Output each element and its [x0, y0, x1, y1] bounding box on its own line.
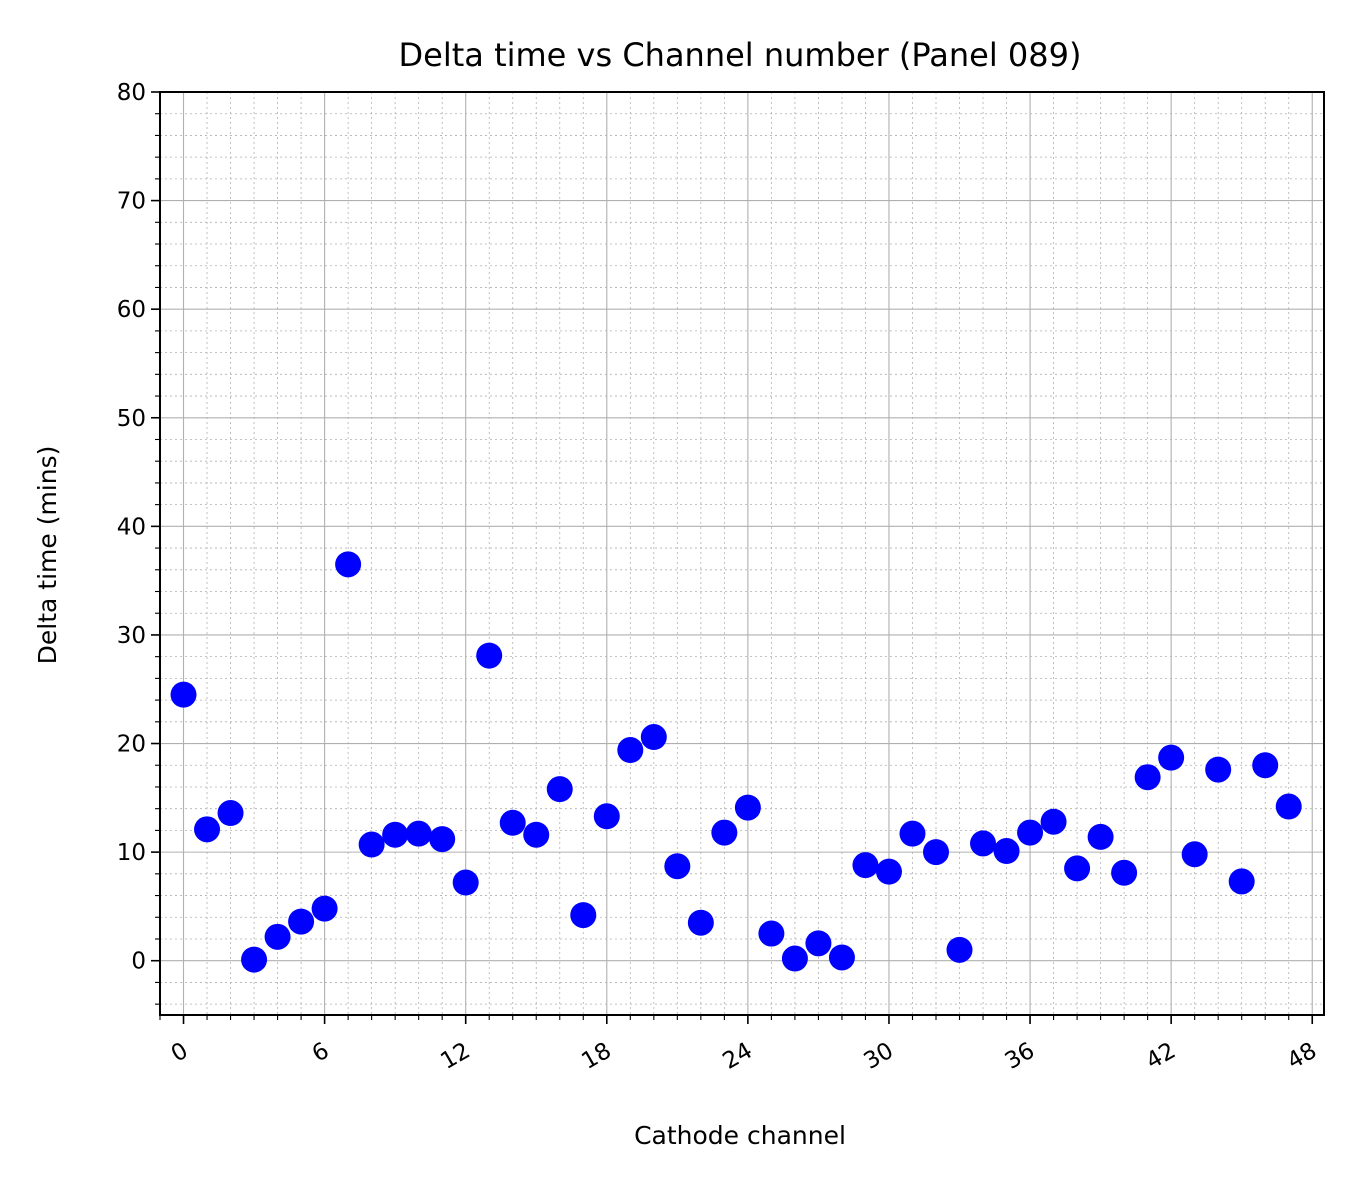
data-point [1017, 819, 1044, 846]
x-tick-label: 18 [577, 1038, 615, 1075]
data-point [687, 909, 714, 936]
data-point [899, 820, 926, 847]
data-point [311, 895, 338, 922]
data-point [875, 858, 902, 885]
data-point [170, 681, 197, 708]
data-point [241, 946, 268, 973]
data-point [852, 852, 879, 879]
y-tick-label: 20 [117, 732, 146, 758]
data-point [1134, 764, 1161, 791]
minor-grid [159, 92, 1324, 1015]
y-tick-label: 40 [117, 514, 146, 540]
data-point [194, 816, 221, 843]
data-point [946, 936, 973, 963]
data-point [923, 839, 949, 866]
data-point [499, 809, 526, 836]
data-point [734, 794, 761, 821]
data-point [382, 821, 409, 848]
y-tick-label: 50 [117, 406, 146, 432]
x-tick-label: 48 [1283, 1038, 1321, 1075]
data-point [1087, 823, 1114, 850]
chart-title: Delta time vs Channel number (Panel 089) [399, 36, 1082, 74]
data-point [1064, 855, 1091, 882]
data-point [993, 838, 1020, 865]
y-tick-label: 80 [117, 80, 146, 106]
data-point [758, 920, 785, 947]
data-point [405, 820, 432, 847]
data-point [1158, 744, 1185, 771]
data-point [570, 902, 597, 929]
data-point [264, 923, 291, 950]
data-point [640, 724, 667, 751]
data-point [1252, 752, 1279, 779]
x-tick-label: 0 [167, 1038, 193, 1068]
x-tick-label: 12 [436, 1038, 474, 1075]
data-point [970, 830, 997, 857]
data-point [1205, 756, 1232, 783]
data-point [335, 551, 362, 578]
y-tick-label: 70 [117, 189, 146, 215]
data-points [170, 551, 1302, 973]
data-point [1040, 808, 1067, 835]
x-tick-label: 36 [1001, 1038, 1039, 1075]
x-tick-label: 24 [719, 1038, 757, 1075]
data-point [617, 737, 644, 764]
data-point [429, 826, 456, 853]
data-point [664, 853, 691, 880]
data-point [828, 944, 855, 971]
y-axis-label: Delta time (mins) [33, 446, 62, 665]
data-point [711, 819, 738, 846]
data-point [476, 642, 503, 669]
major-grid [160, 91, 1324, 1015]
data-point [546, 776, 573, 803]
data-point [781, 945, 808, 972]
y-tick-label: 60 [117, 297, 146, 323]
data-point [805, 930, 832, 957]
data-point [288, 908, 315, 935]
y-tick-label: 10 [117, 840, 146, 866]
y-tick-labels: 0 10 20 30 40 50 60 70 80 [117, 80, 146, 975]
x-axis-label: Cathode channel [634, 1121, 846, 1150]
data-point [523, 821, 550, 848]
x-tick-label: 6 [308, 1038, 334, 1068]
plot-frame [159, 91, 1325, 1016]
x-tick-label: 42 [1142, 1038, 1180, 1075]
data-point [1111, 859, 1138, 886]
y-tick-label: 30 [117, 623, 146, 649]
data-point [1181, 841, 1208, 868]
axis-ticks [151, 91, 1314, 1024]
data-point [593, 803, 620, 830]
x-tick-labels: 0 6 12 18 24 30 36 42 48 [167, 1038, 1321, 1075]
data-point [1228, 868, 1255, 895]
data-point [452, 869, 479, 896]
y-tick-label: 0 [131, 949, 146, 975]
x-tick-label: 30 [860, 1038, 898, 1075]
data-point [1275, 793, 1302, 820]
data-point [358, 831, 385, 858]
data-point [217, 800, 244, 827]
